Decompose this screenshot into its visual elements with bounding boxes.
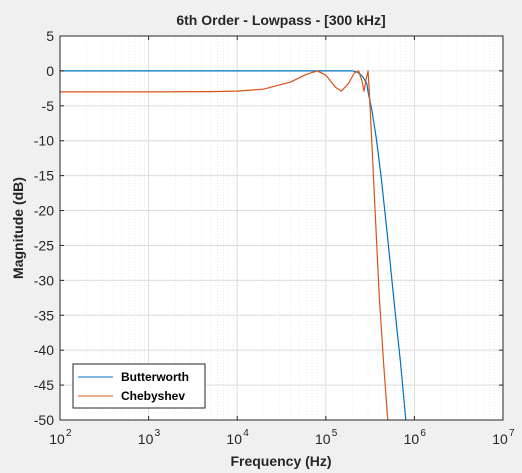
- legend: Butterworth Chebyshev: [72, 363, 206, 409]
- y-axis: 5 0 -5 -10 -15 -20 -25 -30 -35 -40 -45 -50: [34, 28, 503, 428]
- y-axis-label: Magnitude (dB): [10, 177, 26, 279]
- plot-border: [59, 35, 504, 421]
- y-tick-label: -45: [34, 377, 54, 393]
- y-tick-label: -30: [34, 272, 54, 288]
- legend-label-chebyshev: Chebyshev: [121, 389, 185, 403]
- chart-title: 6th Order - Lowpass - [300 kHz]: [176, 12, 385, 28]
- series-lines: [60, 70, 407, 420]
- x-tick-exponent: 7: [509, 428, 515, 439]
- series-line-chebyshev: [60, 70, 389, 420]
- x-tick-exponent: 5: [332, 428, 338, 439]
- y-tick-label: -10: [34, 133, 54, 149]
- x-tick-label: 10: [404, 431, 420, 447]
- x-axis: 10 2 10 3 10 4 10 5 10 6 10 7: [49, 36, 515, 447]
- y-tick-label: 0: [46, 63, 54, 79]
- y-tick-label: -5: [42, 98, 55, 114]
- x-tick-exponent: 6: [420, 428, 426, 439]
- y-tick-label: 5: [46, 28, 54, 44]
- y-tick-label: -25: [34, 237, 54, 253]
- y-tick-label: -40: [34, 342, 54, 358]
- y-tick-label: -50: [34, 412, 54, 428]
- y-tick-label: -20: [34, 203, 54, 219]
- x-tick-exponent: 2: [66, 428, 72, 439]
- y-tick-label: -35: [34, 307, 54, 323]
- x-tick-exponent: 4: [243, 428, 249, 439]
- x-tick-label: 10: [315, 431, 331, 447]
- y-tick-label: -15: [34, 168, 54, 184]
- legend-box: [72, 363, 206, 409]
- x-tick-label: 10: [492, 431, 508, 447]
- x-tick-label: 10: [138, 431, 154, 447]
- x-axis-label: Frequency (Hz): [230, 453, 331, 469]
- series-line-butterworth: [60, 70, 407, 420]
- x-tick-label: 10: [226, 431, 242, 447]
- plot-area: [60, 36, 503, 420]
- legend-label-butterworth: Butterworth: [121, 370, 189, 384]
- x-tick-exponent: 3: [155, 428, 161, 439]
- x-tick-label: 10: [49, 431, 65, 447]
